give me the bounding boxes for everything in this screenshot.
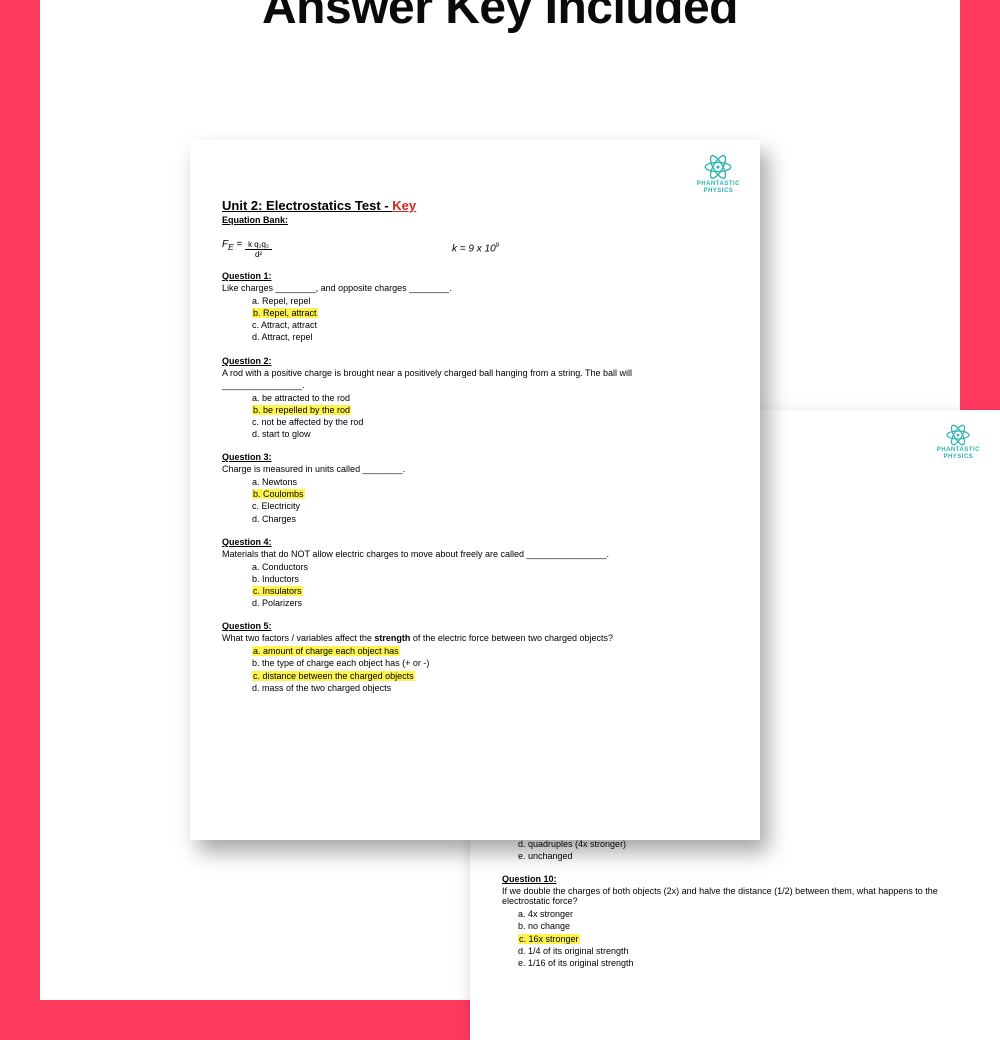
equation-row: FE = k q₁q₂d² k = 9 x 109	[222, 239, 728, 259]
q5-text: What two factors / variables affect the …	[222, 633, 728, 643]
q1-label: Question 1:	[222, 271, 728, 281]
q10-label: Question 10:	[502, 874, 968, 884]
q2-text: A rod with a positive charge is brought …	[222, 368, 728, 378]
q4-option-c: c. Insulators	[252, 585, 728, 597]
q2-blank: ________________.	[222, 380, 728, 390]
document-title: Unit 2: Electrostatics Test - Key	[222, 198, 728, 213]
q5-label: Question 5:	[222, 621, 728, 631]
q10-option-c: c. 16x stronger	[518, 933, 968, 945]
q3-option-d: d. Charges	[252, 513, 728, 525]
q10-option-b: b. no change	[518, 920, 968, 932]
worksheet-page-1: PHANTASTIC PHYSICS Unit 2: Electrostatic…	[190, 140, 760, 840]
q5-option-d: d. mass of the two charged objects	[252, 682, 728, 694]
q1-option-c: c. Attract, attract	[252, 319, 728, 331]
brand-logo: PHANTASTIC PHYSICS	[697, 154, 740, 194]
brand-text-1: PHANTASTIC	[697, 181, 740, 187]
q4-option-b: b. Inductors	[252, 573, 728, 585]
q10-option-d: d. 1/4 of its original strength	[518, 945, 968, 957]
q5-option-c: c. distance between the charged objects	[252, 670, 728, 682]
q2-label: Question 2:	[222, 356, 728, 366]
q2-option-a: a. be attracted to the rod	[252, 392, 728, 404]
brand-text-1: PHANTASTIC	[937, 447, 980, 453]
q3-option-c: c. Electricity	[252, 500, 728, 512]
equation-bank-label: Equation Bank:	[222, 215, 728, 225]
q1-text: Like charges ________, and opposite char…	[222, 283, 728, 293]
q3-text: Charge is measured in units called _____…	[222, 464, 728, 474]
atom-icon	[703, 154, 733, 180]
page-heading: Answer Key Included	[40, 0, 960, 35]
q3-option-a: a. Newtons	[252, 476, 728, 488]
q10-text: If we double the charges of both objects…	[502, 886, 968, 906]
k-constant: k = 9 x 109	[452, 243, 499, 254]
q4-label: Question 4:	[222, 537, 728, 547]
q3-label: Question 3:	[222, 452, 728, 462]
q5-option-b: b. the type of charge each object has (+…	[252, 657, 728, 669]
atom-icon	[945, 424, 971, 446]
q4-text: Materials that do NOT allow electric cha…	[222, 549, 728, 559]
q1-option-d: d. Attract, repel	[252, 331, 728, 343]
brand-logo: PHANTASTIC PHYSICS	[937, 424, 980, 460]
coulomb-force-eq: FE = k q₁q₂d²	[222, 239, 272, 259]
q4-option-d: d. Polarizers	[252, 597, 728, 609]
brand-text-2: PHYSICS	[697, 188, 740, 194]
q10-option-e: e. 1/16 of its original strength	[518, 957, 968, 969]
q2-option-d: d. start to glow	[252, 428, 728, 440]
q5-option-a: a. amount of charge each object has	[252, 645, 728, 657]
content-area: Answer Key Included PHANTASTIC PHYSICS d…	[40, 0, 960, 1000]
q1-option-b: b. Repel, attract	[252, 307, 728, 319]
brand-text-2: PHYSICS	[937, 454, 980, 460]
q1-option-a: a. Repel, repel	[252, 295, 728, 307]
q2-option-c: c. not be affected by the rod	[252, 416, 728, 428]
q10-option-a: a. 4x stronger	[518, 908, 968, 920]
q4-option-a: a. Conductors	[252, 561, 728, 573]
q9-option-e: e. unchanged	[518, 850, 968, 862]
q3-option-b: b. Coulombs	[252, 488, 728, 500]
q2-option-b: b. be repelled by the rod	[252, 404, 728, 416]
